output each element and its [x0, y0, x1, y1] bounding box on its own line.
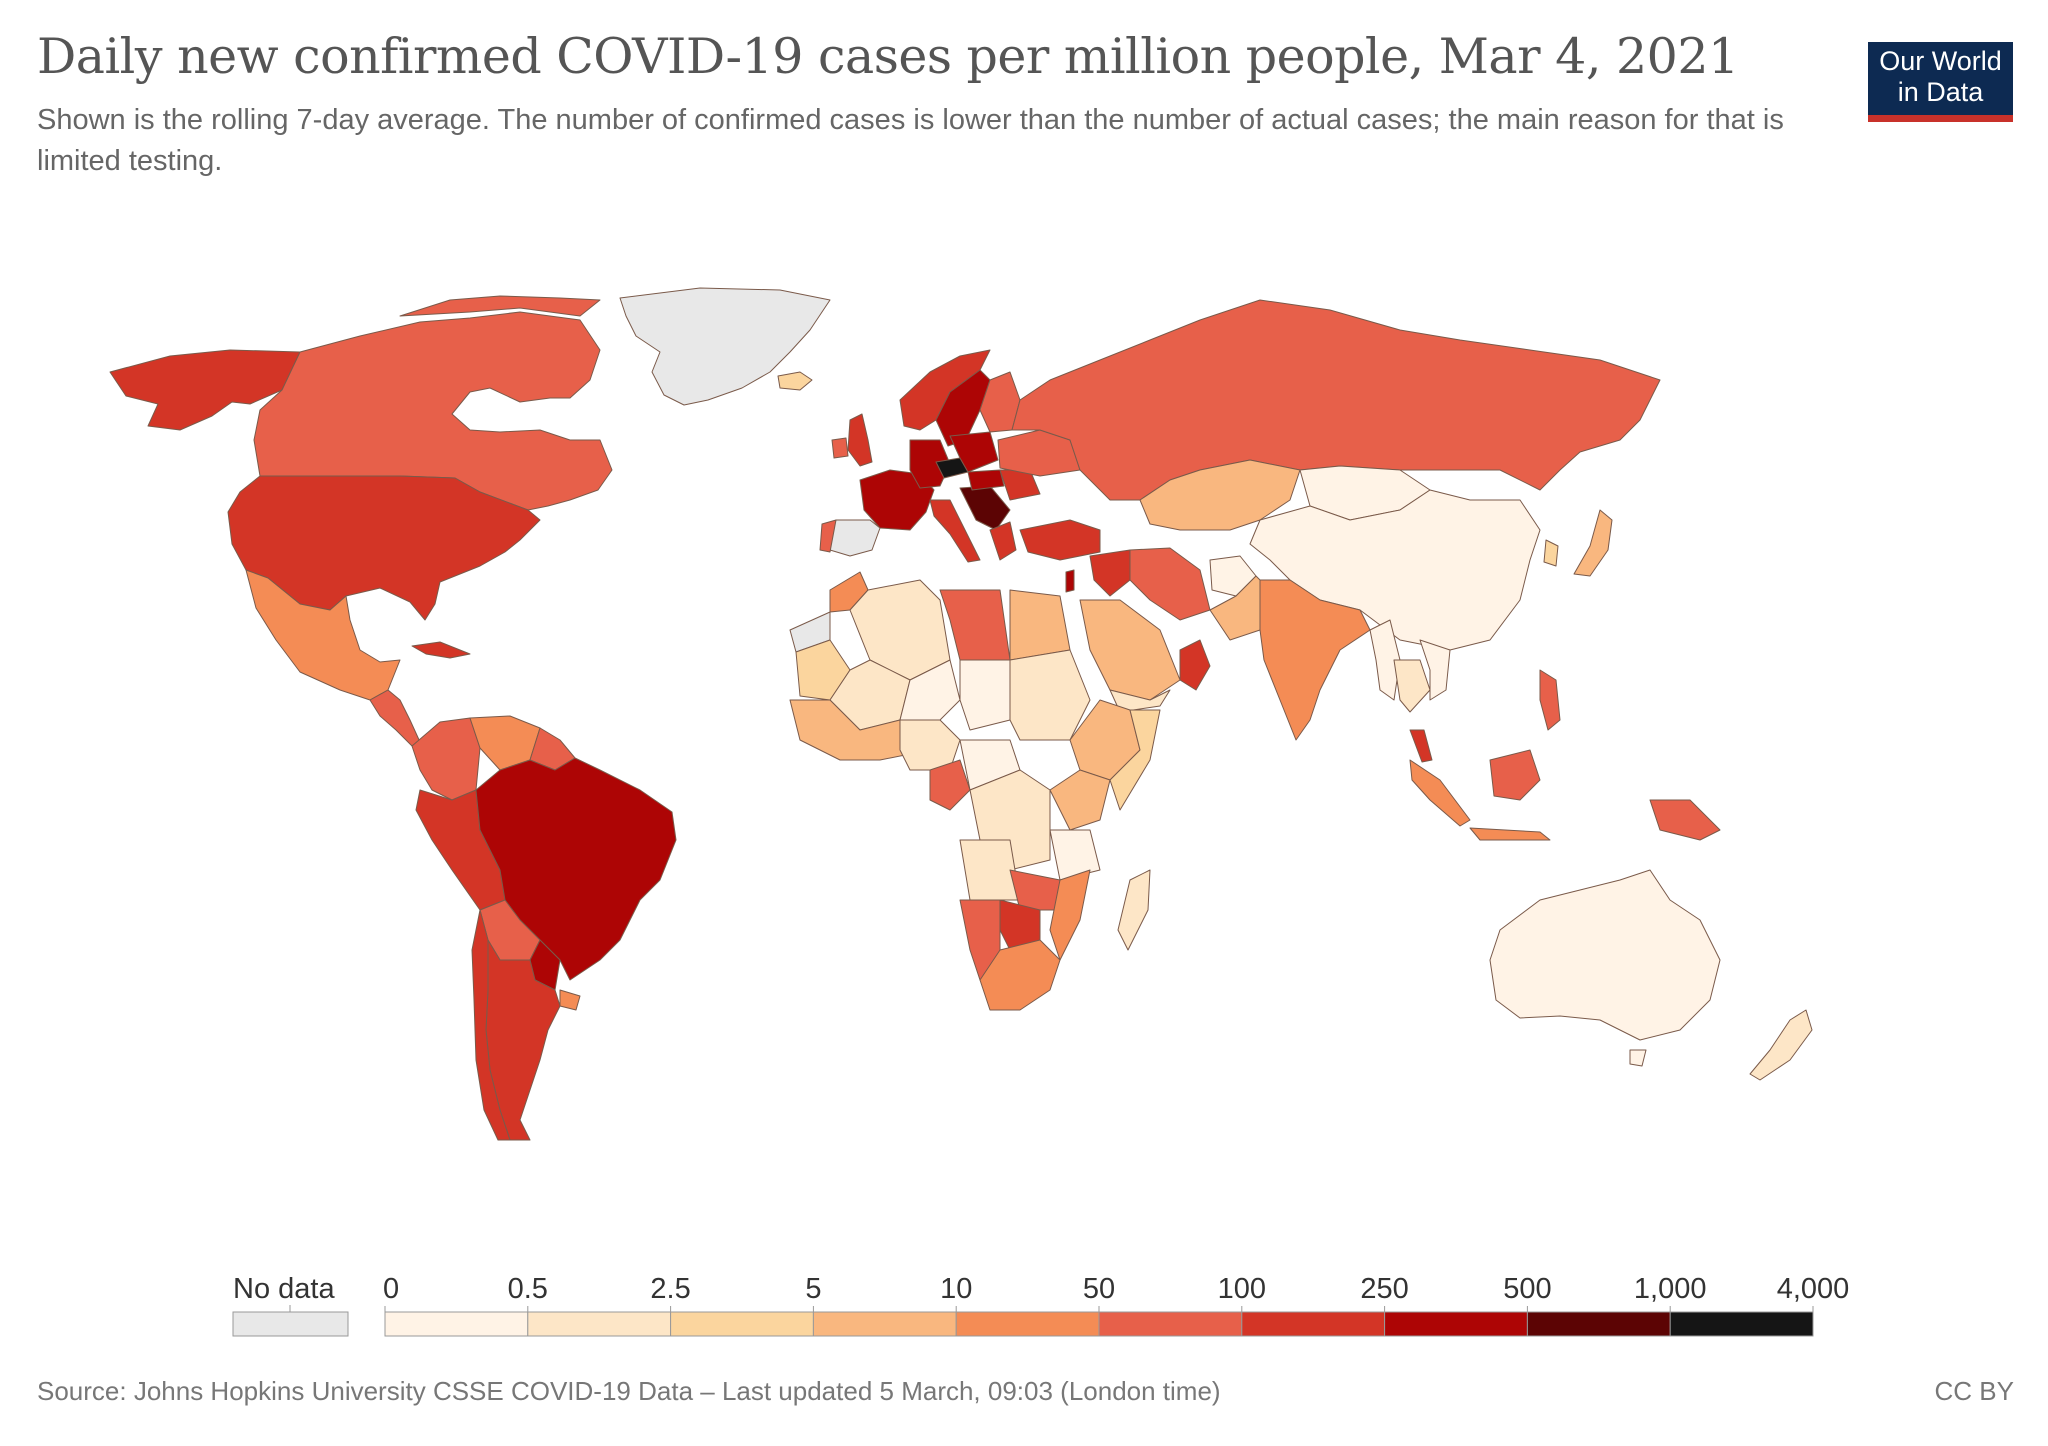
- country-cuba[interactable]: [411, 641, 471, 659]
- legend-bin[interactable]: [384, 1311, 529, 1337]
- country-iraq[interactable]: [1089, 549, 1131, 597]
- owid-logo[interactable]: Our World in Data: [1868, 42, 2013, 122]
- country-italy[interactable]: [929, 499, 981, 563]
- country-south-africa[interactable]: [979, 939, 1061, 1011]
- country-tanzania[interactable]: [1049, 829, 1101, 881]
- country-japan[interactable]: [1573, 509, 1613, 577]
- country-cameroon[interactable]: [929, 759, 971, 811]
- legend-tick-label: 2.5: [650, 1273, 690, 1305]
- country-indonesia-java[interactable]: [1469, 827, 1551, 841]
- legend-bin[interactable]: [812, 1311, 957, 1337]
- country-philippines[interactable]: [1539, 669, 1561, 731]
- country-indonesia-sumatra[interactable]: [1409, 759, 1471, 827]
- country-germany[interactable]: [909, 439, 951, 489]
- legend-tick-label: 0: [383, 1273, 399, 1305]
- legend-tick-label: 4,000: [1777, 1273, 1850, 1305]
- country-iceland[interactable]: [777, 371, 813, 391]
- country-greenland[interactable]: [619, 287, 831, 406]
- legend-tick-label: 50: [1083, 1273, 1115, 1305]
- legend-tick-label: 100: [1218, 1273, 1266, 1305]
- country-thailand[interactable]: [1393, 659, 1431, 713]
- legend-bin[interactable]: [1241, 1311, 1386, 1337]
- legend-tick-label: 10: [940, 1273, 972, 1305]
- country-greece[interactable]: [989, 521, 1017, 561]
- country-uk[interactable]: [847, 413, 873, 467]
- legend-bin[interactable]: [527, 1311, 672, 1337]
- country-poland[interactable]: [949, 431, 999, 473]
- legend-tick-label: 1,000: [1634, 1273, 1707, 1305]
- country-kazakhstan[interactable]: [1139, 459, 1301, 531]
- map-title: Daily new confirmed COVID-19 cases per m…: [37, 28, 1739, 85]
- country-indonesia-borneo[interactable]: [1489, 749, 1541, 801]
- country-chad[interactable]: [959, 659, 1011, 731]
- country-iran[interactable]: [1129, 547, 1211, 621]
- country-madagascar[interactable]: [1117, 869, 1151, 951]
- legend-tick-label: 500: [1503, 1273, 1551, 1305]
- country-hungary[interactable]: [967, 469, 1005, 491]
- legend-tick-label: 250: [1360, 1273, 1408, 1305]
- country-india[interactable]: [1259, 579, 1371, 741]
- country-australia[interactable]: [1489, 869, 1721, 1041]
- country-chile[interactable]: [471, 909, 511, 1141]
- map-subtitle: Shown is the rolling 7-day average. The …: [37, 104, 1784, 177]
- country-ireland[interactable]: [831, 437, 849, 459]
- country-niger[interactable]: [899, 659, 961, 721]
- country-tasmania[interactable]: [1629, 1049, 1647, 1067]
- country-malaysia[interactable]: [1409, 729, 1433, 763]
- country-turkey[interactable]: [1019, 519, 1101, 561]
- logo-line-1: Our World: [1879, 46, 2002, 76]
- country-alaska[interactable]: [109, 349, 301, 431]
- country-canada-islands[interactable]: [399, 295, 601, 317]
- legend-bin[interactable]: [1526, 1311, 1671, 1337]
- country-somalia[interactable]: [1109, 709, 1161, 811]
- country-mexico[interactable]: [245, 569, 401, 701]
- country-usa[interactable]: [227, 475, 541, 621]
- legend-bin[interactable]: [1384, 1311, 1528, 1337]
- legend-bin[interactable]: [1098, 1311, 1243, 1337]
- country-mozambique[interactable]: [1049, 869, 1091, 961]
- country-portugal[interactable]: [819, 519, 837, 553]
- legend-tick-label: 5: [805, 1273, 821, 1305]
- legend-bin[interactable]: [670, 1311, 814, 1337]
- legend-bin[interactable]: [955, 1311, 1100, 1337]
- country-png[interactable]: [1649, 799, 1721, 841]
- country-saudi-arabia[interactable]: [1079, 599, 1181, 701]
- source-note: Source: Johns Hopkins University CSSE CO…: [37, 1376, 1221, 1406]
- country-vietnam[interactable]: [1419, 639, 1451, 701]
- legend-no-data-swatch: [232, 1311, 349, 1337]
- legend-tick-label: 0.5: [508, 1273, 548, 1305]
- license-link[interactable]: CC BY: [1934, 1376, 2014, 1406]
- country-oman-uae[interactable]: [1179, 639, 1211, 691]
- country-myanmar[interactable]: [1369, 619, 1401, 701]
- country-france[interactable]: [859, 469, 935, 531]
- country-south-korea[interactable]: [1543, 539, 1559, 567]
- logo-line-2: in Data: [1897, 77, 1984, 107]
- country-uruguay[interactable]: [559, 989, 581, 1011]
- legend-bin[interactable]: [1669, 1311, 1814, 1337]
- legend-no-data-label: No data: [233, 1273, 335, 1305]
- country-new-zealand[interactable]: [1749, 1009, 1813, 1081]
- country-kenya[interactable]: [1049, 769, 1111, 831]
- country-israel[interactable]: [1065, 569, 1075, 593]
